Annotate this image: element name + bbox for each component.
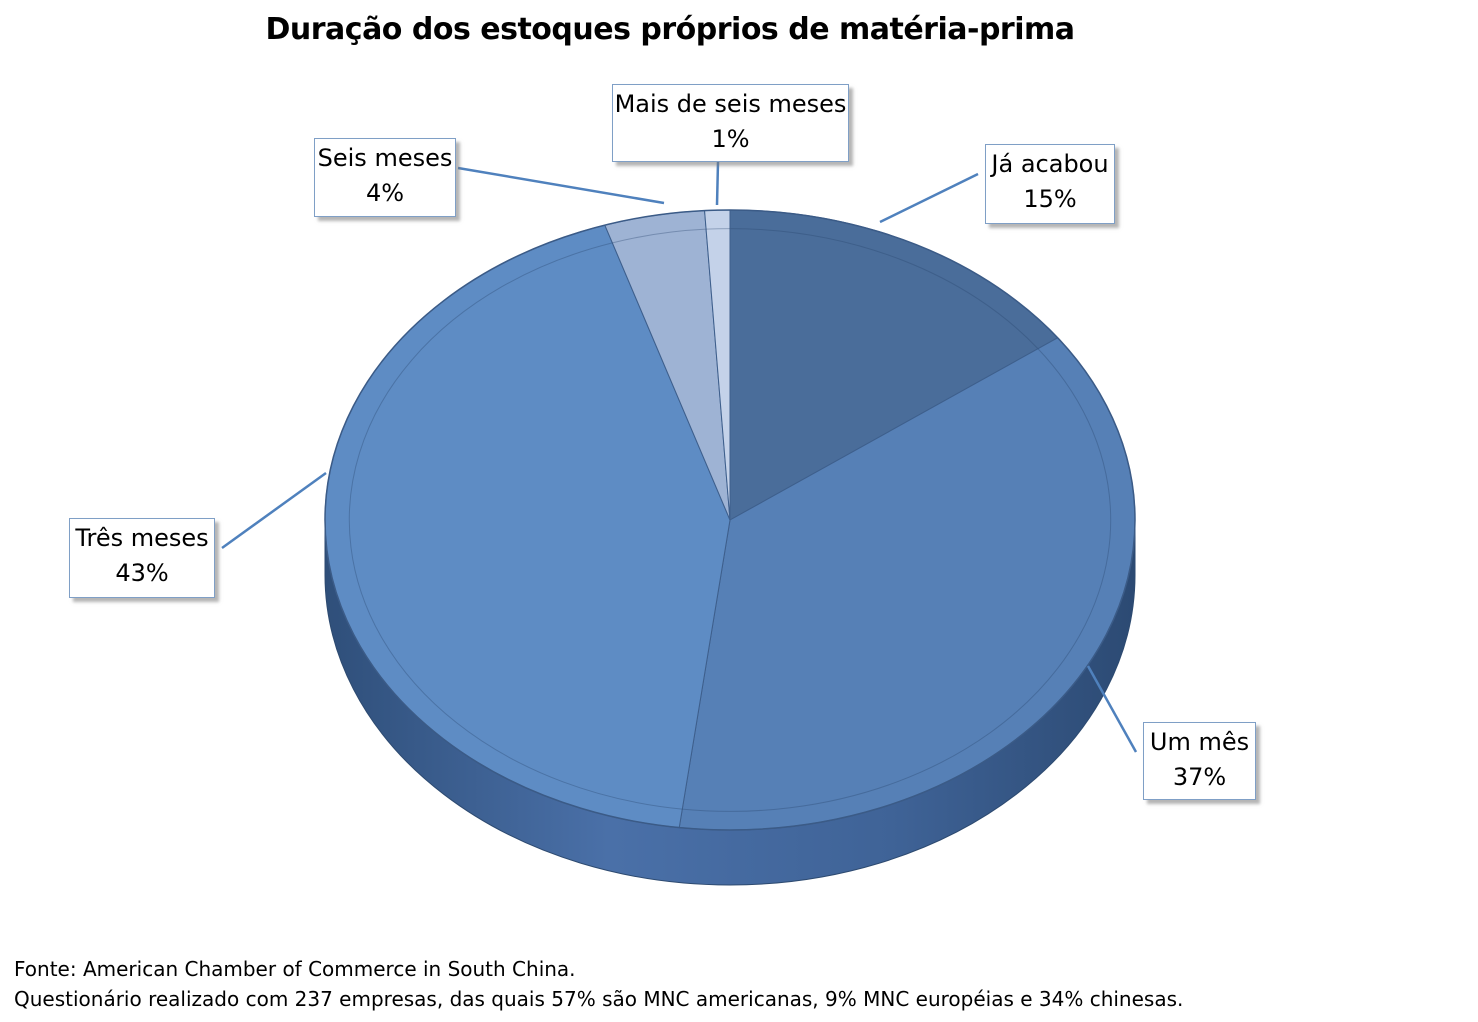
survey-note: Questionário realizado com 237 empresas,… <box>14 987 1184 1011</box>
chart-title: Duração dos estoques próprios de matéria… <box>265 12 1075 47</box>
data-label-category: Seis meses <box>317 144 453 172</box>
data-label-value: 15% <box>1023 185 1077 213</box>
data-label-value: 43% <box>115 559 169 587</box>
data-label-value: 37% <box>1172 763 1227 791</box>
pie-slice-bevel <box>612 228 707 244</box>
data-label-category: Mais de seis meses <box>614 90 847 118</box>
pie-slices <box>324 209 1136 831</box>
data-label-category: Três meses <box>75 524 209 552</box>
source-note: Fonte: American Chamber of Commerce in S… <box>14 957 576 981</box>
leader-line-seis-meses <box>457 166 665 205</box>
data-label-ja-acabou: Já acabou 15% <box>985 144 1115 224</box>
data-label-tres-meses: Três meses 43% <box>69 518 215 598</box>
leader-line-mais-de-seis-meses <box>715 161 720 206</box>
pie-slice-bevel <box>706 228 731 230</box>
pie-slice-bevel <box>348 242 683 810</box>
data-label-um-mes: Um mês 37% <box>1143 722 1256 800</box>
leader-line-tres-meses <box>221 471 327 550</box>
data-label-mais-de-seis-meses: Mais de seis meses 1% <box>612 84 849 162</box>
pie-slice-bevel <box>729 228 1039 350</box>
data-label-category: Já acabou <box>991 150 1109 178</box>
data-label-category: Um mês <box>1149 728 1250 756</box>
data-label-value: 4% <box>365 179 405 207</box>
pie-rim <box>324 209 1136 831</box>
leader-line-um-mes <box>1086 665 1138 753</box>
data-label-seis-meses: Seis meses 4% <box>314 138 456 217</box>
leader-lines <box>221 161 1138 753</box>
leader-line-ja-acabou <box>879 172 979 224</box>
data-label-value: 1% <box>711 125 750 153</box>
pie-slice-bevel <box>682 348 1112 812</box>
